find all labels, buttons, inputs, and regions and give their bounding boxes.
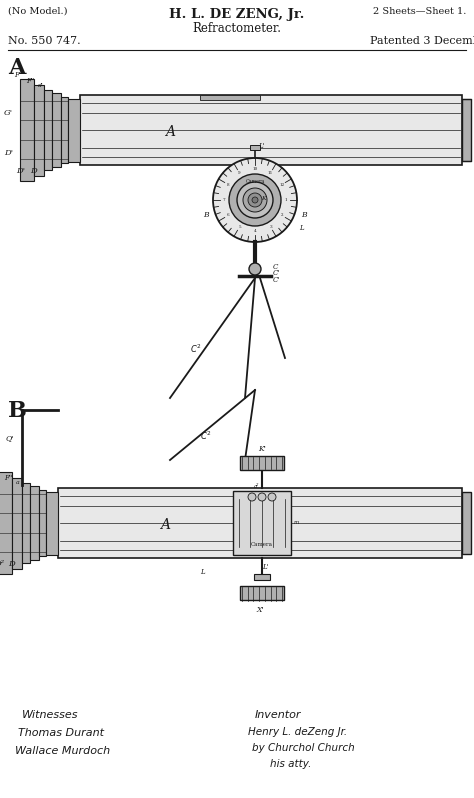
Text: Witnesses: Witnesses	[22, 710, 79, 720]
Text: $C^2$: $C^2$	[190, 342, 202, 355]
Text: Camera: Camera	[246, 179, 264, 184]
Text: Inventor: Inventor	[255, 710, 301, 720]
Text: Wallace Murdoch: Wallace Murdoch	[15, 746, 110, 756]
Circle shape	[252, 197, 258, 203]
Bar	[80, 95, 462, 165]
Bar	[39, 490, 46, 556]
Bar	[240, 456, 284, 470]
Text: C': C'	[273, 269, 280, 277]
Circle shape	[237, 182, 273, 218]
Text: C: C	[273, 263, 278, 271]
Text: C': C'	[273, 276, 280, 284]
Text: H. L. DE ZENG, Jr.: H. L. DE ZENG, Jr.	[169, 8, 305, 21]
Text: Henry L. deZeng Jr.: Henry L. deZeng Jr.	[248, 727, 347, 737]
Text: D²: D²	[0, 560, 4, 568]
Text: 11: 11	[268, 171, 273, 175]
Text: 10: 10	[252, 167, 258, 171]
Bar	[68, 98, 80, 161]
Text: D': D'	[16, 167, 25, 175]
Text: 6: 6	[227, 214, 229, 218]
Text: 3: 3	[269, 225, 272, 229]
Text: 1: 1	[285, 198, 287, 202]
Bar	[200, 95, 260, 100]
Bar	[61, 97, 68, 164]
Text: Patented 3 December 1895: Patented 3 December 1895	[370, 36, 474, 46]
Bar	[52, 93, 61, 167]
Text: 4: 4	[254, 229, 256, 233]
Text: B: B	[203, 211, 209, 219]
Text: L: L	[299, 224, 304, 232]
Bar	[20, 79, 34, 181]
Text: L': L'	[258, 142, 264, 150]
Text: his atty.: his atty.	[270, 759, 311, 769]
Text: a: a	[16, 480, 20, 485]
Text: G': G'	[4, 109, 13, 117]
Text: K': K'	[258, 445, 266, 453]
Bar	[462, 99, 471, 161]
Text: Thomas Durant: Thomas Durant	[18, 728, 104, 738]
Bar	[233, 491, 291, 555]
Text: by Churchol Church: by Churchol Church	[252, 743, 355, 753]
Text: X': X'	[256, 606, 264, 614]
Text: A: A	[165, 125, 175, 139]
Circle shape	[213, 158, 297, 242]
Bar	[30, 486, 39, 559]
Text: F: F	[14, 71, 19, 79]
Text: a²: a²	[254, 484, 260, 489]
Text: K: K	[261, 196, 265, 200]
Text: 9: 9	[238, 171, 241, 175]
Bar	[22, 483, 30, 563]
Bar	[250, 145, 260, 150]
Circle shape	[268, 493, 276, 501]
Text: A: A	[8, 57, 26, 79]
Text: Refractometer.: Refractometer.	[192, 22, 282, 35]
Text: D: D	[8, 560, 15, 568]
Text: $C^2$: $C^2$	[200, 429, 212, 442]
Text: B: B	[8, 400, 27, 422]
Text: D: D	[30, 167, 37, 175]
Text: D': D'	[4, 149, 13, 157]
Circle shape	[258, 493, 266, 501]
Text: d': d'	[38, 83, 44, 88]
Text: 8: 8	[227, 183, 229, 187]
Circle shape	[249, 263, 261, 275]
Text: L': L'	[262, 563, 268, 571]
Text: 5: 5	[238, 225, 241, 229]
Text: No. 550 747.: No. 550 747.	[8, 36, 81, 46]
Circle shape	[243, 188, 267, 212]
Text: 2: 2	[281, 214, 283, 218]
Text: F'': F''	[4, 474, 13, 482]
Text: Camera: Camera	[251, 542, 273, 547]
Text: L: L	[200, 568, 204, 576]
Circle shape	[248, 493, 256, 501]
Text: Q': Q'	[6, 434, 14, 442]
Bar	[44, 89, 52, 170]
Text: 7: 7	[223, 198, 225, 202]
Text: (No Model.): (No Model.)	[8, 7, 67, 16]
Bar	[0, 472, 12, 574]
Bar	[240, 586, 284, 600]
Text: 12: 12	[279, 183, 284, 187]
Circle shape	[229, 174, 281, 226]
Text: F'': F''	[26, 77, 35, 85]
Text: B: B	[301, 211, 307, 219]
Text: 2 Sheets—Sheet 1.: 2 Sheets—Sheet 1.	[373, 7, 466, 16]
Bar	[254, 574, 270, 580]
Bar	[34, 85, 44, 176]
Bar	[12, 477, 22, 568]
Bar	[46, 492, 58, 555]
Bar	[58, 488, 462, 558]
Circle shape	[248, 193, 262, 207]
Text: m: m	[294, 520, 299, 526]
Text: A: A	[160, 518, 170, 532]
Bar	[462, 492, 471, 554]
